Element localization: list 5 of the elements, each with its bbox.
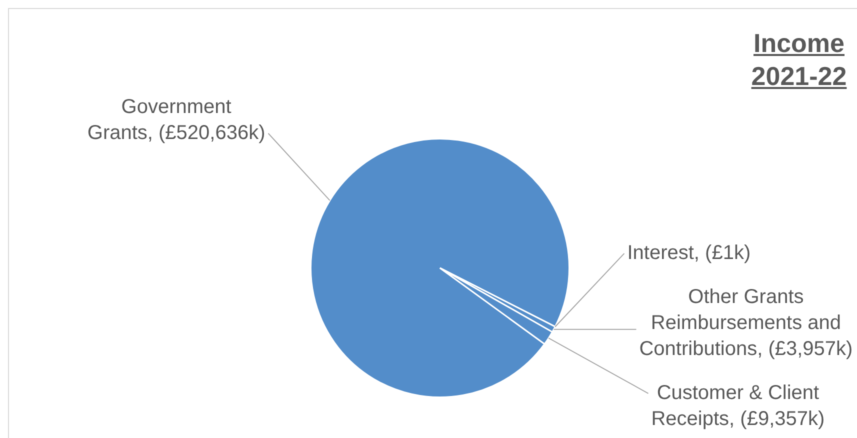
slice-label: Interest, (£1k) (626, 241, 752, 266)
slice-label: Government Grants, (£520,636k) (86, 95, 266, 146)
slice-label: Other Grants Reimbursements and Contributions, (£3,957k) (638, 285, 854, 362)
chart-title: Income 2021-22 (750, 27, 848, 93)
slice-label: Customer & Client Receipts, (£9,357k) (650, 381, 826, 432)
